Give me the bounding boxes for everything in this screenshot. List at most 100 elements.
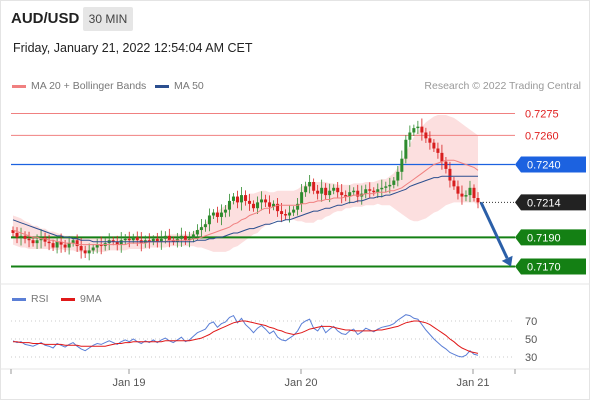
- candle-body: [111, 240, 115, 242]
- candle-body: [316, 190, 320, 194]
- candle-body: [167, 235, 171, 241]
- candle-body: [47, 241, 51, 244]
- candle-body: [239, 195, 243, 203]
- candle-body: [440, 152, 444, 162]
- candle-body: [396, 171, 400, 181]
- candle-body: [252, 203, 256, 209]
- candle-body: [400, 158, 404, 172]
- ma50-line: [12, 175, 478, 243]
- candle-body: [223, 209, 227, 213]
- candle-body: [27, 238, 31, 241]
- candle-body: [476, 198, 480, 203]
- candle-body: [356, 190, 360, 197]
- legend-rsi: RSI: [12, 293, 49, 305]
- candle-body: [272, 203, 276, 207]
- candle-body: [312, 181, 316, 191]
- level-tag-support: [515, 258, 586, 275]
- candle-body: [187, 238, 191, 241]
- candle-body: [235, 196, 239, 203]
- forecast-arrow-head: [501, 255, 513, 267]
- legend-rsi-ma-label: 9MA: [80, 293, 102, 305]
- candle-body: [51, 243, 55, 248]
- legend-ma20-bollinger: MA 20 + Bollinger Bands: [12, 80, 146, 92]
- candle-body: [376, 189, 380, 193]
- candle-body: [19, 235, 23, 238]
- forecast-arrow-shaft: [479, 201, 509, 259]
- x-tick-label: Jan 21: [456, 377, 489, 389]
- rsi-tick-label: 30: [525, 352, 537, 364]
- ma50-swatch-icon: [155, 84, 169, 88]
- candle-body: [412, 128, 416, 133]
- candle-body: [256, 202, 260, 209]
- rsi-tick-label: 50: [525, 334, 537, 346]
- candle-body: [288, 212, 292, 216]
- candle-body: [67, 243, 71, 248]
- candle-body: [147, 240, 151, 242]
- rsi-ma-swatch-icon: [61, 297, 75, 301]
- legend-ma50-label: MA 50: [174, 80, 204, 92]
- candle-body: [155, 238, 159, 242]
- candle-body: [328, 190, 332, 196]
- candle-body: [348, 192, 352, 197]
- candle-body: [244, 195, 247, 201]
- legend-ma50: MA 50: [155, 80, 204, 92]
- candle-body: [460, 193, 464, 197]
- candle-body: [127, 238, 131, 241]
- candle-body: [163, 235, 167, 239]
- candle-body: [384, 186, 388, 188]
- x-tick-label: Jan 19: [112, 377, 145, 389]
- candle-body: [203, 224, 207, 228]
- candle-body: [191, 234, 195, 239]
- candle-body: [95, 244, 99, 248]
- candle-body: [79, 246, 83, 251]
- candle-body: [179, 235, 183, 239]
- candle-body: [324, 187, 328, 196]
- candle-body: [420, 126, 424, 133]
- legend-ma20-label: MA 20 + Bollinger Bands: [31, 80, 147, 92]
- candle-body: [308, 181, 312, 187]
- rsi-ma-line: [13, 320, 479, 354]
- candle-body: [300, 192, 304, 204]
- copyright-note: Research © 2022 Trading Central: [424, 80, 581, 92]
- legend-rsi-label: RSI: [31, 293, 49, 305]
- candle-body: [472, 187, 476, 199]
- candle-body: [280, 211, 284, 215]
- level-label-support: 0.7170: [527, 261, 561, 273]
- candle-body: [59, 241, 63, 245]
- candle-body: [91, 247, 95, 251]
- candle-body: [464, 195, 468, 197]
- candle-body: [340, 192, 344, 196]
- candle-body: [424, 132, 428, 139]
- candle-body: [264, 199, 268, 203]
- candle-body: [268, 202, 272, 207]
- x-tick-label: Jan 20: [284, 377, 317, 389]
- candle-body: [11, 230, 15, 233]
- legend-rsi-ma: 9MA: [61, 293, 102, 305]
- level-label-last: 0.7214: [527, 197, 561, 209]
- symbol-title: AUD/USD: [11, 10, 80, 27]
- level-label-resistance: 0.7275: [525, 109, 559, 121]
- candle-body: [452, 180, 456, 187]
- candle-body: [372, 190, 376, 193]
- candle-body: [368, 189, 372, 191]
- chart-header: AUD/USD 30 MIN: [0, 0, 590, 36]
- candle-body: [448, 168, 452, 181]
- candle-body: [71, 240, 75, 244]
- candle-body: [171, 240, 175, 242]
- candle-body: [123, 238, 127, 241]
- candle-body: [227, 200, 231, 210]
- candle-body: [296, 203, 300, 210]
- candle-body: [380, 187, 384, 190]
- timeframe-badge[interactable]: 30 MIN: [83, 7, 133, 31]
- candle-body: [404, 139, 408, 159]
- candle-body: [260, 199, 264, 203]
- candle-body: [444, 161, 448, 169]
- candle-body: [428, 138, 432, 143]
- candle-body: [364, 189, 368, 194]
- candle-body: [119, 240, 123, 245]
- candle-body: [207, 215, 211, 225]
- candle-body: [131, 237, 135, 241]
- candle-body: [392, 180, 396, 185]
- rsi-line: [12, 314, 479, 358]
